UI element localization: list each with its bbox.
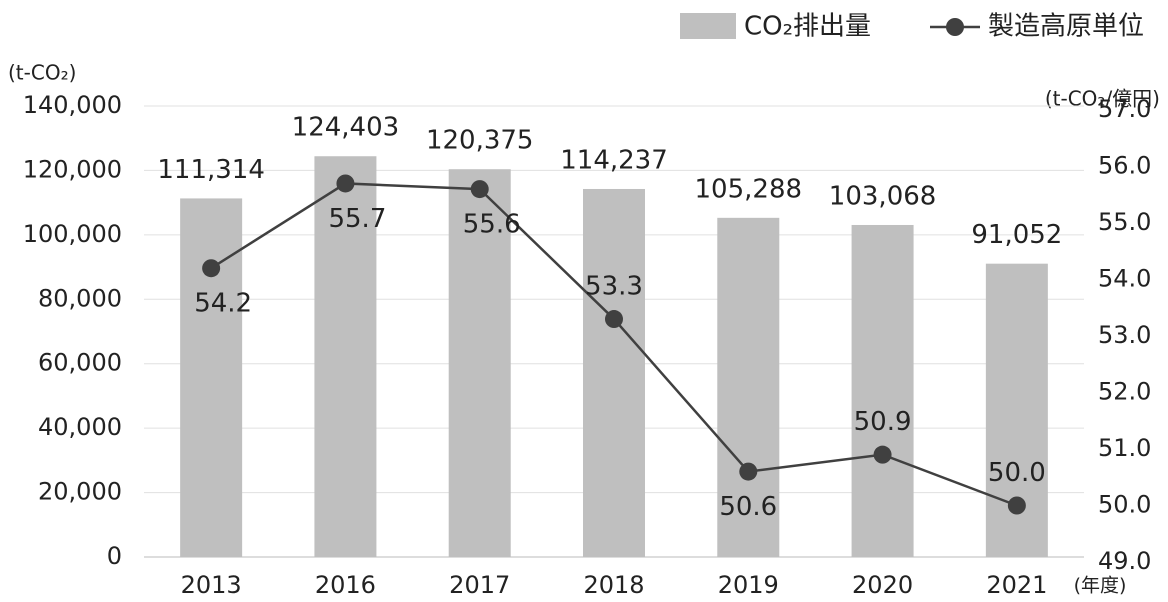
- bar-value-label: 111,314: [157, 155, 265, 185]
- bar: [448, 169, 511, 558]
- line-point: [336, 174, 355, 193]
- line-point: [739, 462, 758, 481]
- bar-value-label: 120,375: [426, 126, 534, 156]
- y2-tick-label: 57.0: [1098, 95, 1151, 123]
- line-value-label: 54.2: [194, 289, 252, 319]
- x-axis-label: (年度): [1074, 575, 1127, 597]
- y2-tick-label: 53.0: [1098, 321, 1151, 349]
- y2-tick-label: 51.0: [1098, 434, 1151, 462]
- bar: [314, 156, 377, 557]
- x-tick-label: 2013: [181, 571, 242, 599]
- y2-tick-label: 55.0: [1098, 208, 1151, 236]
- y2-tick-label: 49.0: [1098, 547, 1151, 575]
- line-point: [873, 445, 892, 464]
- bar-value-label: 91,052: [971, 220, 1062, 250]
- line-value-label: 55.6: [463, 210, 521, 240]
- bar-value-label: 124,403: [292, 113, 400, 143]
- bar-value-label: 105,288: [695, 174, 803, 204]
- y2-tick-label: 56.0: [1098, 152, 1151, 180]
- x-tick-label: 2019: [718, 571, 779, 599]
- legend-swatch: [680, 13, 736, 39]
- line-value-label: 50.0: [988, 458, 1046, 488]
- bar: [583, 188, 645, 558]
- line-value-label: 50.9: [854, 407, 912, 437]
- y-tick-label: 20,000: [38, 478, 122, 506]
- legend-label: CO₂排出量: [744, 12, 871, 42]
- line-point: [202, 259, 221, 278]
- y-tick-label: 100,000: [23, 220, 122, 248]
- bar: [717, 217, 780, 557]
- bar: [851, 224, 914, 557]
- y-tick-label: 0: [107, 542, 122, 570]
- y2-tick-label: 54.0: [1098, 265, 1151, 293]
- line-value-label: 55.7: [328, 204, 386, 234]
- line-point: [1007, 496, 1026, 515]
- bar: [180, 198, 243, 557]
- bar-value-label: 114,237: [560, 145, 668, 175]
- y-tick-label: 60,000: [38, 349, 122, 377]
- line-point: [605, 310, 623, 329]
- x-tick-label: 2018: [583, 571, 644, 599]
- line-value-label: 50.6: [719, 492, 777, 522]
- y-tick-label: 140,000: [23, 91, 122, 119]
- y2-tick-label: 52.0: [1098, 378, 1151, 406]
- line-value-label: 53.3: [585, 272, 643, 302]
- line-point: [470, 180, 489, 199]
- legend-label: 製造高原単位: [988, 12, 1144, 42]
- x-tick-label: 2020: [852, 571, 913, 599]
- y-tick-label: 80,000: [38, 284, 122, 312]
- x-tick-label: 2017: [449, 571, 510, 599]
- y-tick-label: 120,000: [23, 155, 122, 183]
- x-tick-label: 2016: [315, 571, 376, 599]
- legend-marker: [946, 18, 964, 36]
- y-tick-label: 40,000: [38, 413, 122, 441]
- bar-value-label: 103,068: [829, 181, 937, 211]
- x-tick-label: 2021: [986, 571, 1047, 599]
- y2-tick-label: 50.0: [1098, 491, 1151, 519]
- y-axis-label: (t-CO₂): [8, 61, 76, 85]
